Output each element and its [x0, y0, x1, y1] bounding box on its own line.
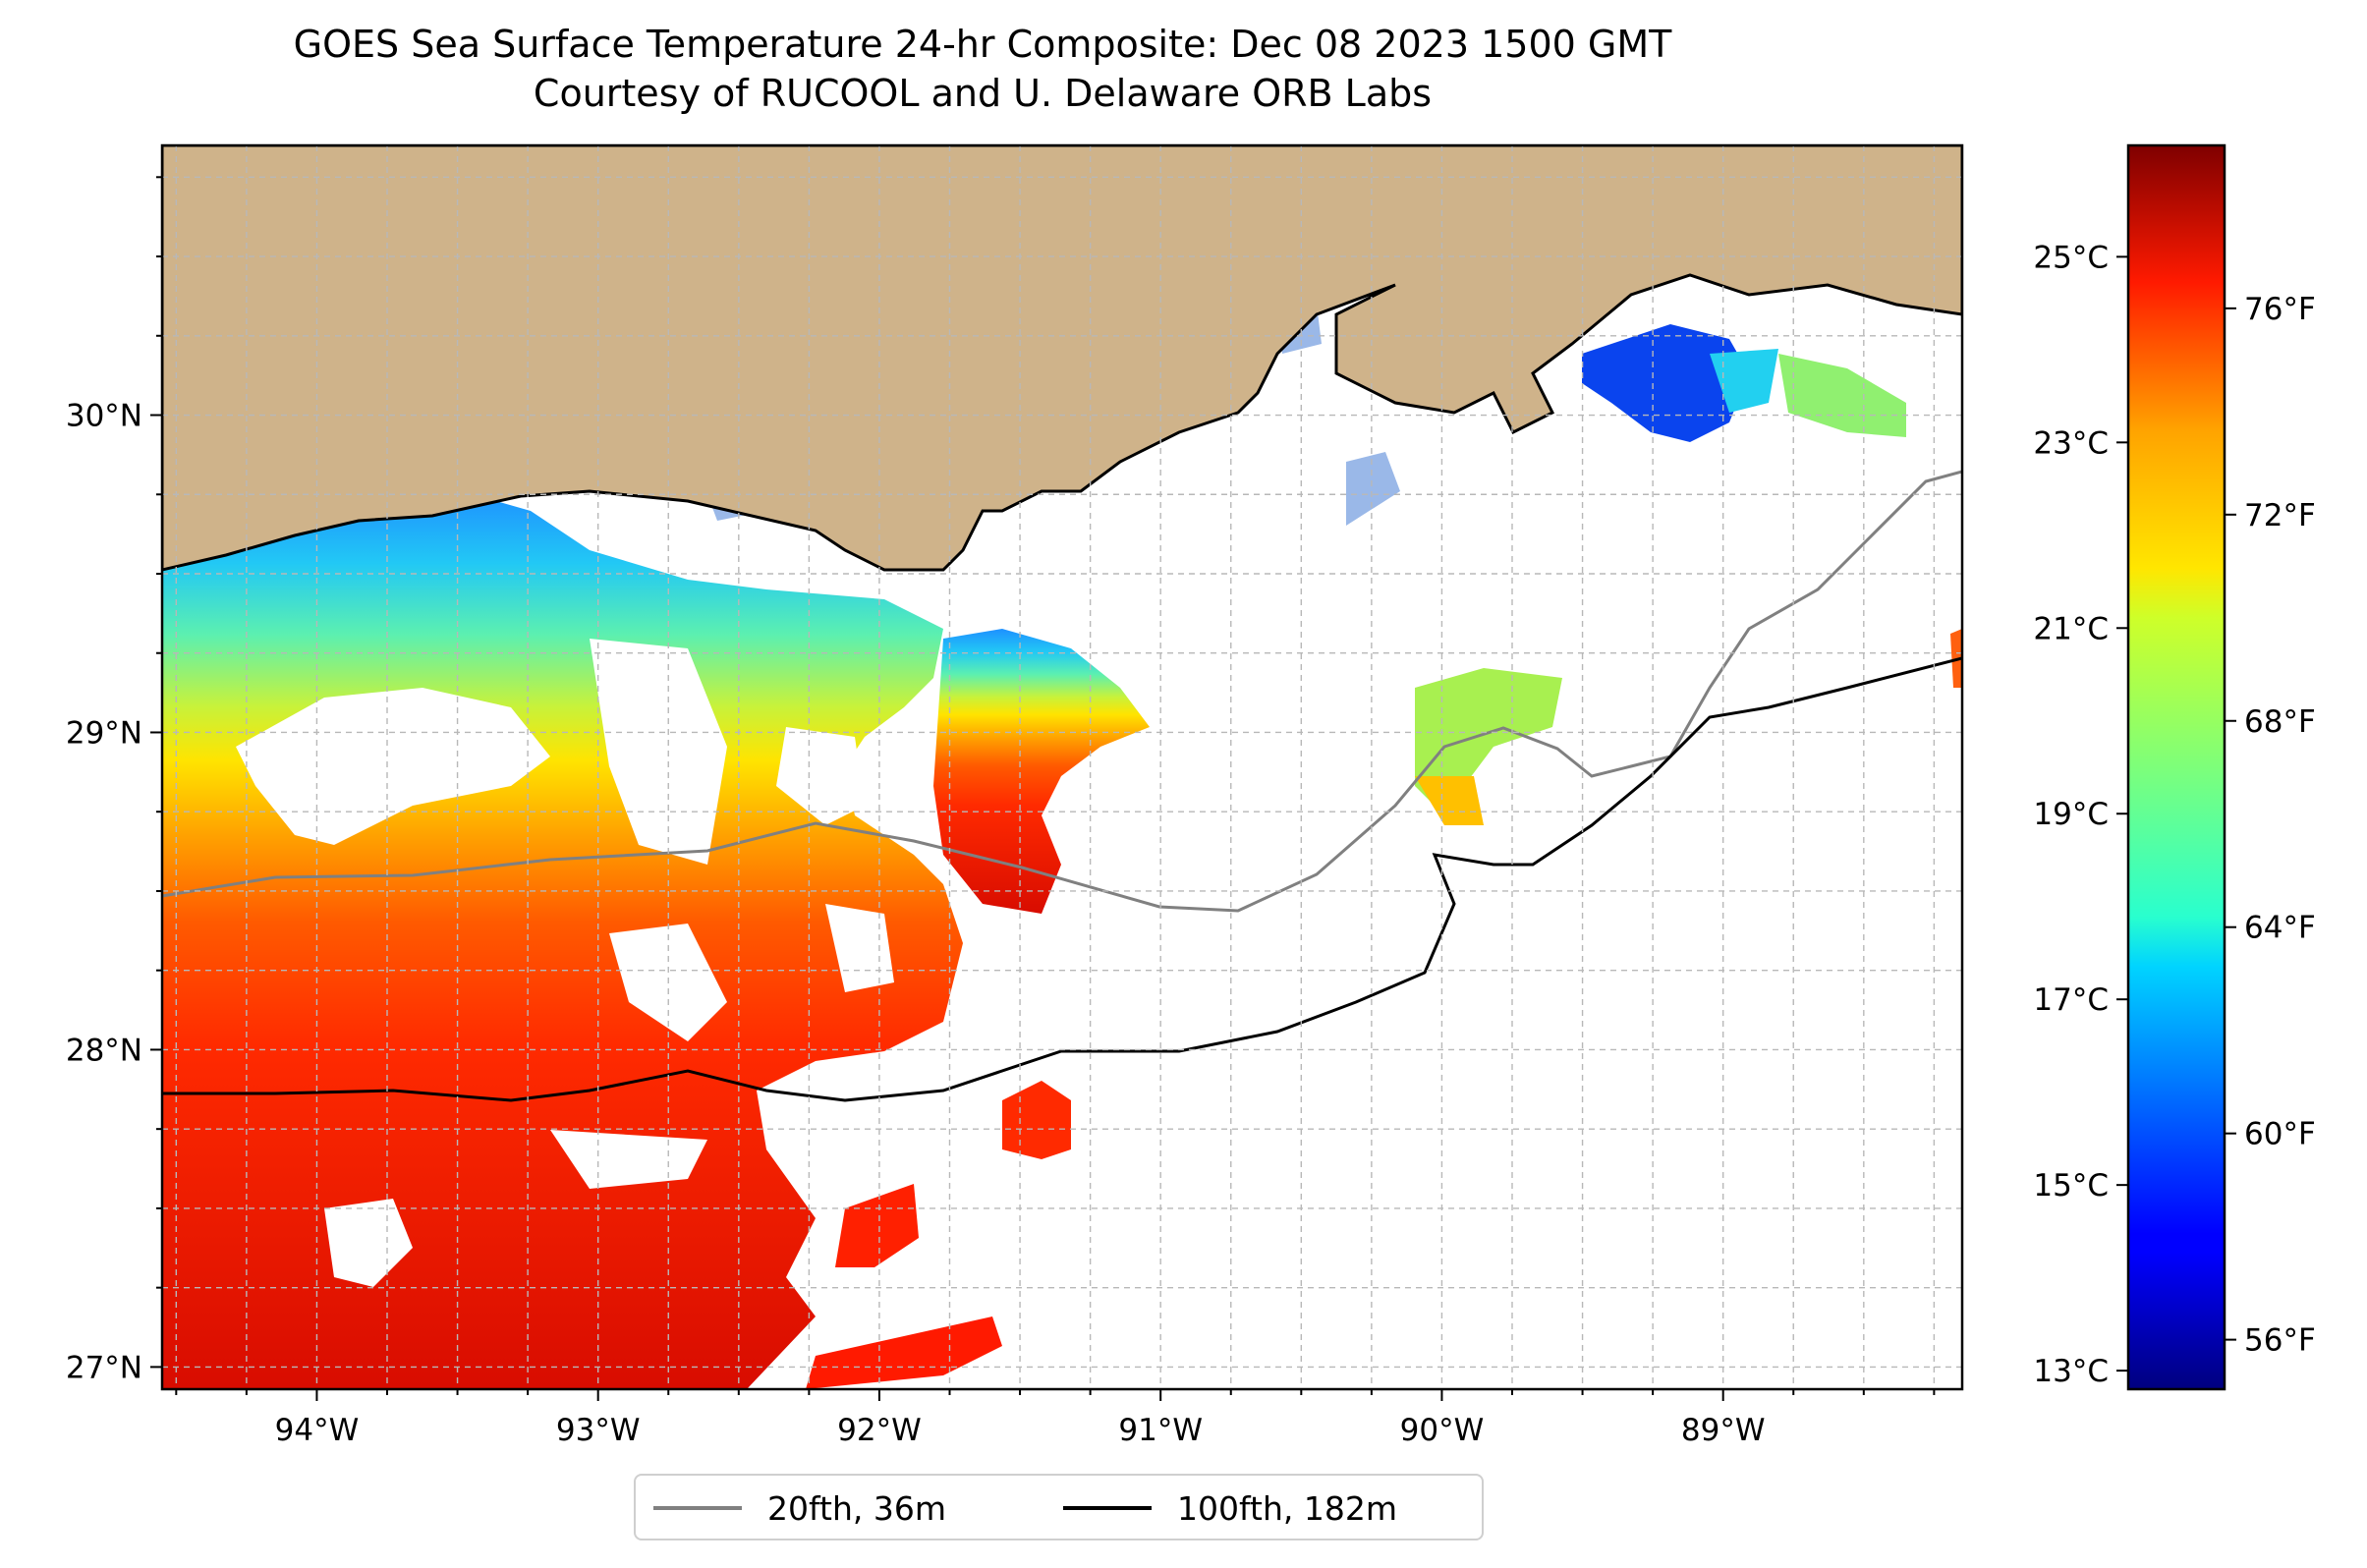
- map-frame: [160, 143, 1964, 1391]
- sst-patch-south-2: [835, 1184, 919, 1267]
- celsius-tick-label: 23°C: [2033, 425, 2109, 461]
- fahrenheit-tick-label: 60°F: [2244, 1117, 2316, 1152]
- fahrenheit-tick-label: 68°F: [2244, 704, 2316, 740]
- sst-field-central: [933, 629, 1150, 914]
- fahrenheit-tick-label: 64°F: [2244, 911, 2316, 946]
- celsius-tick-label: 25°C: [2033, 240, 2109, 275]
- fahrenheit-tick-label: 56°F: [2244, 1323, 2316, 1359]
- lat-tick-label: 30°N: [66, 399, 142, 434]
- sst-patch-lake-4: [1346, 452, 1400, 526]
- legend-swatch-20fth: [653, 1506, 742, 1510]
- legend-entry-100fth: 100fth, 182m: [1063, 1487, 1397, 1529]
- celsius-tick-label: 13°C: [2033, 1354, 2109, 1389]
- legend-swatch-100fth: [1063, 1506, 1152, 1510]
- lon-tick-label: 93°W: [556, 1413, 641, 1448]
- sst-patch-sound-cyan: [1710, 349, 1778, 413]
- legend-label-20fth: 20fth, 36m: [767, 1488, 946, 1528]
- colorbar: [2126, 143, 2226, 1391]
- isobath-100fth: [162, 656, 1962, 1102]
- axis-ticks: 94°W 93°W 92°W 91°W 90°W 89°W 27°N 28°N 29°N 30°N: [66, 176, 1936, 1448]
- fahrenheit-tick-label: 76°F: [2244, 292, 2316, 327]
- lat-tick-label: 28°N: [66, 1033, 142, 1068]
- sst-patch-south-3: [806, 1316, 1002, 1389]
- lon-tick-label: 94°W: [275, 1413, 360, 1448]
- sst-patch-mississippi-blue: [1582, 324, 1749, 442]
- isobath-20fth: [162, 470, 1962, 913]
- colorbar-ticks: 25°C 23°C 21°C 19°C 17°C 15°C 13°C 76°F 72°F 68°F…: [2033, 240, 2315, 1389]
- lat-tick-label: 27°N: [66, 1350, 142, 1385]
- lon-tick-label: 90°W: [1400, 1413, 1485, 1448]
- map-canvas: [162, 145, 1962, 1389]
- lon-tick-label: 89°W: [1681, 1413, 1766, 1448]
- celsius-tick-label: 17°C: [2033, 982, 2109, 1018]
- lat-tick-label: 29°N: [66, 715, 142, 751]
- gridlines: [162, 145, 1962, 1389]
- lon-tick-label: 92°W: [837, 1413, 922, 1448]
- celsius-tick-label: 21°C: [2033, 611, 2109, 646]
- lon-tick-label: 91°W: [1118, 1413, 1203, 1448]
- celsius-tick-label: 15°C: [2033, 1168, 2109, 1204]
- chart-title: GOES Sea Surface Temperature 24-hr Compo…: [293, 23, 1672, 66]
- sst-patch-delta-yellow: [1415, 776, 1484, 825]
- legend-label-100fth: 100fth, 182m: [1177, 1488, 1397, 1528]
- legend-entry-20fth: 20fth, 36m: [653, 1487, 946, 1529]
- land: [162, 145, 1962, 572]
- sst-patch-sound-green: [1778, 354, 1906, 437]
- fahrenheit-tick-label: 72°F: [2244, 498, 2316, 533]
- legend: 20fth, 36m 100fth, 182m: [634, 1474, 1484, 1540]
- celsius-tick-label: 19°C: [2033, 797, 2109, 832]
- chart-subtitle: Courtesy of RUCOOL and U. Delaware ORB L…: [533, 72, 1433, 115]
